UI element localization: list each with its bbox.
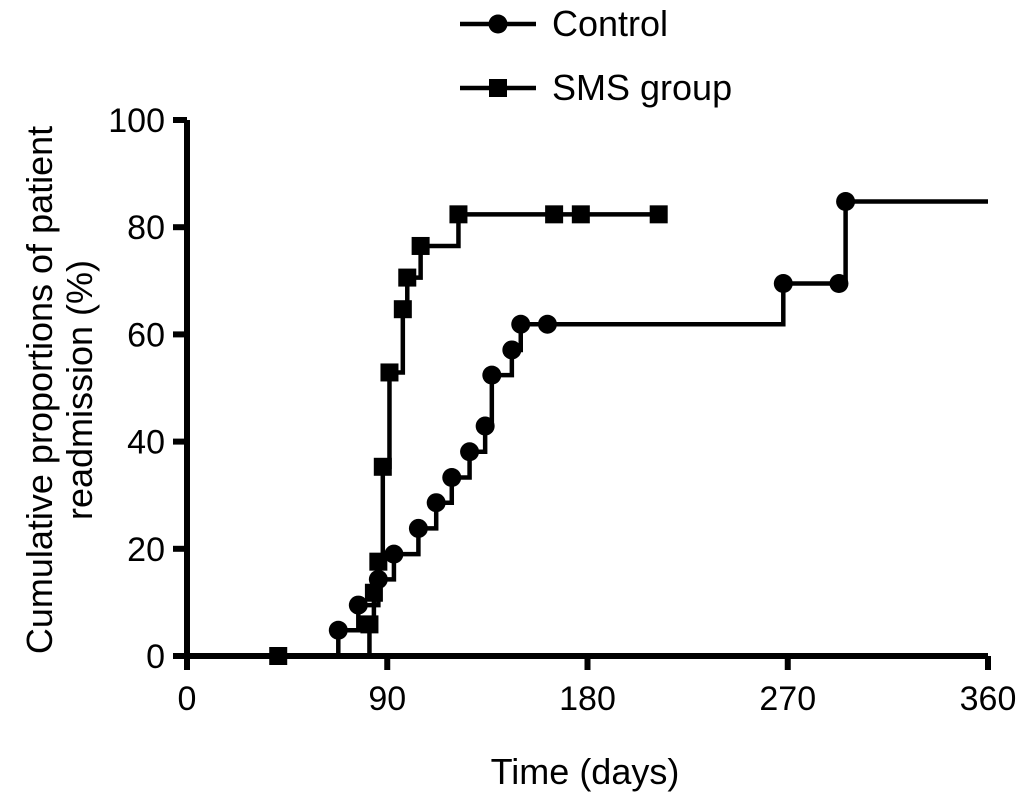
series-line [187, 212, 659, 659]
data-point [482, 365, 502, 385]
data-point [836, 191, 856, 211]
data-point [364, 583, 383, 602]
legend-label: Control [552, 3, 668, 44]
legend-label: SMS group [552, 67, 732, 108]
y-axis-title-line: readmission (%) [59, 260, 100, 520]
data-point [393, 300, 412, 319]
data-point [502, 340, 522, 360]
data-point [475, 416, 495, 436]
data-point [571, 205, 590, 224]
y-tick-label: 0 [146, 638, 165, 676]
y-tick-label: 80 [127, 209, 165, 247]
data-point [537, 314, 557, 334]
data-point [408, 518, 428, 538]
data-point [829, 273, 849, 293]
data-point [449, 205, 468, 224]
data-point [398, 268, 417, 287]
series-sms-group [187, 205, 668, 665]
series-layer [187, 191, 988, 665]
legend-square-marker [489, 79, 507, 97]
y-tick-label: 60 [127, 316, 165, 354]
y-axis-title: Cumulative proportions of patientreadmis… [19, 126, 100, 654]
legend-entry: SMS group [460, 67, 732, 108]
series-control [187, 191, 988, 659]
data-point [649, 205, 668, 224]
legend: Control SMS group [460, 3, 732, 108]
legend-entry: Control [460, 3, 668, 44]
x-tick-label: 270 [759, 680, 816, 718]
y-tick-label: 100 [108, 102, 165, 140]
ticks: 0 20 40 60 80 100 0 90 180 270 360 [108, 102, 1016, 718]
data-point [384, 544, 404, 564]
data-point [426, 493, 446, 513]
x-tick-label: 180 [559, 680, 616, 718]
y-axis-title-line: Cumulative proportions of patient [19, 126, 60, 654]
data-point [460, 442, 480, 462]
legend-circle-marker [488, 14, 508, 34]
data-point [511, 314, 531, 334]
data-point [545, 205, 564, 224]
data-point [369, 552, 388, 571]
x-axis-title: Time (days) [491, 751, 680, 792]
x-tick-label: 360 [960, 680, 1017, 718]
data-point [380, 363, 399, 382]
x-tick-label: 0 [178, 680, 197, 718]
data-point [360, 615, 379, 634]
series-line [187, 199, 988, 659]
data-point [348, 595, 368, 615]
y-tick-label: 40 [127, 424, 165, 462]
data-point [411, 236, 430, 255]
x-tick-label: 90 [368, 680, 406, 718]
data-point [442, 468, 462, 488]
data-point [373, 457, 392, 476]
y-tick-label: 20 [127, 531, 165, 569]
data-point [773, 273, 793, 293]
data-point [328, 620, 348, 640]
